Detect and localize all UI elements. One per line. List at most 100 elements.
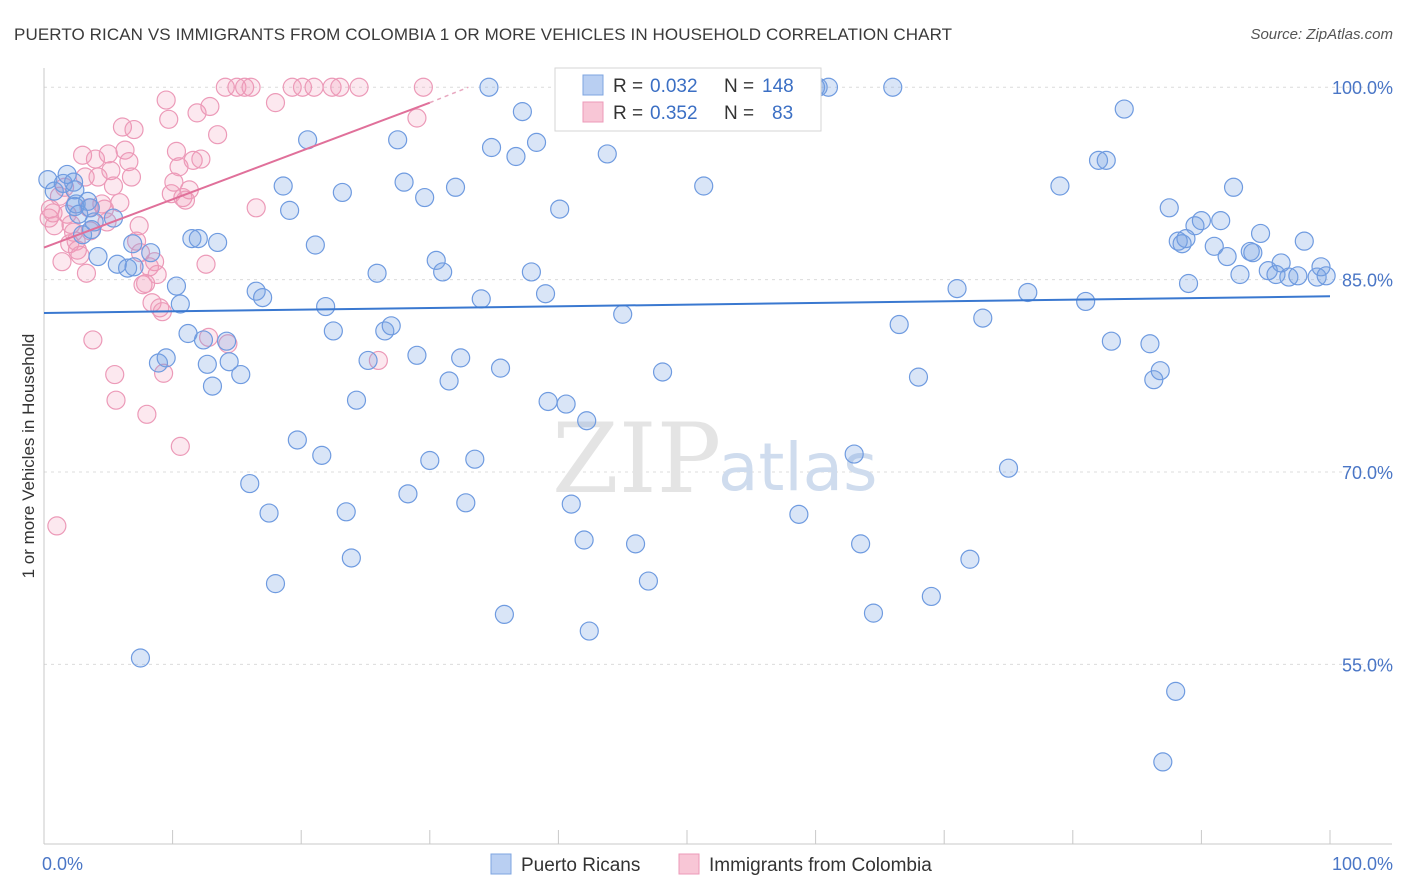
colombia-point-79	[368, 350, 388, 371]
colombia-point-73	[282, 77, 302, 97]
colombia-point-68	[227, 77, 247, 97]
puerto-rican-point-72	[490, 358, 511, 378]
colombia-point-38	[129, 216, 149, 236]
puerto-rican-point-121	[1159, 198, 1179, 218]
y-tick-label-0: 100.0%	[1332, 78, 1393, 98]
puerto-rican-point-139	[1288, 266, 1308, 286]
puerto-rican-point-56	[388, 130, 408, 150]
trend-line-colombia	[43, 101, 431, 249]
puerto-rican-point-11	[80, 198, 100, 218]
puerto-rican-point-145	[1153, 752, 1173, 772]
puerto-rican-point-114	[1088, 150, 1109, 170]
chart-source: Source: ZipAtlas.com	[1250, 26, 1393, 43]
puerto-rican-point-130	[1223, 177, 1244, 197]
puerto-rican-point-49	[336, 502, 356, 522]
colombia-point-6	[52, 252, 72, 272]
puerto-rican-point-86	[597, 144, 617, 164]
legend-n-value-2: 83	[772, 103, 793, 124]
colombia-point-63	[196, 254, 216, 274]
colombia-point-13	[67, 240, 88, 260]
puerto-rican-point-23	[166, 276, 187, 296]
puerto-rican-point-90	[625, 534, 646, 554]
y-tick-label-2: 70.0%	[1342, 463, 1393, 483]
puerto-rican-point-79	[538, 391, 558, 412]
colombia-point-30	[106, 390, 126, 410]
colombia-point-32	[112, 117, 133, 137]
puerto-rican-point-50	[341, 548, 361, 568]
puerto-rican-point-45	[312, 445, 332, 465]
puerto-rican-point-35	[240, 473, 260, 494]
puerto-rican-point-55	[381, 316, 401, 336]
legend-bottom-label-1: Puerto Ricans	[521, 855, 640, 876]
y-axis-label: 1 or more Vehicles in Household	[19, 334, 38, 579]
puerto-rican-point-28	[193, 330, 214, 350]
puerto-rican-point-76	[521, 262, 541, 282]
puerto-rican-point-3	[57, 164, 77, 185]
puerto-rican-point-110	[998, 458, 1019, 478]
puerto-rican-point-66	[451, 348, 471, 368]
puerto-rican-point-94	[694, 176, 714, 196]
y-tick-label-3: 55.0%	[1342, 655, 1393, 675]
puerto-rican-point-62	[426, 250, 446, 270]
correlation-legend: R = 0.032 N = 148 R = 0.352 N = 83	[554, 67, 822, 132]
colombia-point-65	[208, 125, 228, 145]
watermark-atlas: atlas	[718, 429, 878, 506]
puerto-rican-point-81	[556, 394, 576, 414]
colombia-point-28	[103, 176, 124, 196]
colombia-point-54	[166, 141, 187, 161]
puerto-rican-point-70	[479, 77, 499, 97]
colombia-point-82	[199, 327, 219, 347]
puerto-rican-point-46	[316, 296, 336, 317]
puerto-rican-point-109	[973, 308, 993, 328]
colombia-point-4	[47, 516, 67, 536]
colombia-point-27	[101, 161, 121, 181]
puerto-rican-point-88	[613, 304, 633, 324]
puerto-rican-point-134	[1250, 223, 1271, 244]
chart-title: PUERTO RICAN VS IMMIGRANTS FROM COLOMBIA…	[14, 25, 952, 44]
puerto-rican-point-129	[1217, 246, 1237, 267]
puerto-rican-point-133	[1243, 243, 1263, 263]
puerto-rican-point-78	[535, 284, 556, 304]
colombia-point-15	[72, 145, 93, 165]
puerto-rican-point-80	[550, 199, 570, 219]
puerto-rican-point-83	[574, 530, 594, 550]
puerto-rican-point-91	[638, 571, 659, 591]
puerto-rican-point-40	[273, 176, 293, 196]
colombia-point-81	[413, 77, 433, 97]
colombia-point-62	[191, 149, 211, 169]
puerto-rican-point-69	[471, 289, 491, 309]
legend-n-label-2: N =	[724, 103, 754, 124]
puerto-rican-point-67	[456, 493, 476, 513]
colombia-point-69	[235, 77, 255, 97]
puerto-rican-point-63	[433, 262, 453, 282]
puerto-rican-point-102	[863, 603, 884, 623]
puerto-rican-point-92	[652, 362, 673, 382]
puerto-rican-point-74	[506, 146, 526, 167]
colombia-point-74	[292, 77, 313, 97]
x-tick-label-min: 0.0%	[42, 854, 83, 874]
puerto-rican-point-106	[921, 586, 941, 607]
puerto-rican-point-65	[445, 177, 466, 197]
colombia-point-26	[98, 144, 118, 164]
puerto-rican-point-16	[107, 254, 127, 274]
puerto-rican-point-120	[1150, 361, 1170, 381]
puerto-rican-point-4	[63, 172, 84, 192]
puerto-rican-point-26	[182, 228, 202, 249]
series-puerto-rican-points	[38, 77, 1336, 772]
puerto-rican-point-54	[375, 321, 395, 341]
puerto-rican-point-117	[1114, 99, 1134, 119]
colombia-point-34	[119, 152, 139, 172]
colombia-point-36	[124, 119, 144, 140]
colombia-point-71	[246, 198, 266, 218]
puerto-rican-point-131	[1230, 264, 1250, 285]
puerto-rican-point-34	[231, 364, 251, 385]
puerto-rican-point-42	[287, 430, 307, 450]
puerto-rican-point-101	[851, 534, 871, 554]
colombia-point-70	[241, 77, 261, 97]
colombia-point-43	[139, 257, 160, 277]
legend-r-value-1: 0.032	[650, 76, 698, 97]
puerto-rican-point-61	[420, 450, 440, 471]
y-tick-label-1: 85.0%	[1342, 271, 1393, 291]
legend-r-label-2: R =	[613, 103, 643, 124]
